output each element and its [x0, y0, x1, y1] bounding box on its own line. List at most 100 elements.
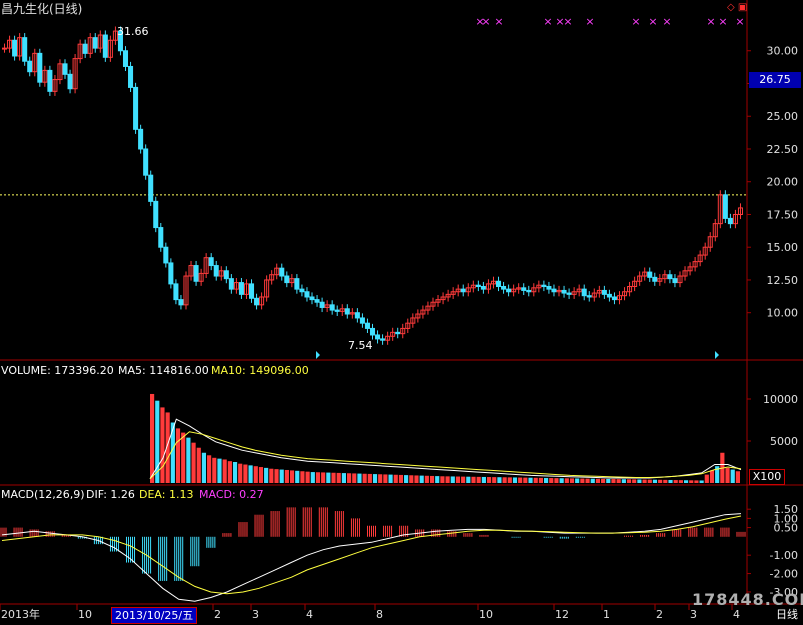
candle-body	[12, 39, 18, 57]
candle-body	[657, 278, 663, 282]
candle-body	[249, 283, 255, 299]
signal-marker: ×	[555, 15, 564, 28]
macd-tick-label: 0.50	[774, 522, 799, 535]
volume-bar	[658, 479, 663, 483]
volume-bar	[709, 470, 715, 483]
volume-bar	[481, 476, 486, 483]
volume-bar	[735, 471, 740, 483]
volume-bar	[476, 476, 481, 483]
signal-marker: ×	[494, 15, 503, 28]
candle-body	[697, 254, 703, 263]
ma10-label: MA10: 149096.00	[211, 364, 309, 377]
candle-body	[541, 284, 547, 288]
volume-tick-label: 5000	[770, 435, 798, 448]
price-tick-label: 20.00	[767, 176, 799, 189]
candle-body	[627, 286, 633, 293]
diamond-icon[interactable]: ◇	[727, 2, 735, 13]
candle-body	[385, 335, 391, 341]
candle-body	[390, 331, 396, 337]
candle-body	[672, 278, 678, 284]
candle-body	[400, 327, 406, 335]
candle-body	[717, 194, 723, 225]
window-icon[interactable]: ▣	[737, 2, 748, 13]
candle-body	[546, 286, 552, 290]
candle-body	[455, 288, 461, 293]
dea-line	[1, 515, 742, 595]
volume-bar	[715, 466, 720, 483]
candle-body	[228, 278, 234, 290]
dea-label: DEA: 1.13	[139, 488, 194, 501]
candle-body	[324, 304, 330, 308]
candle-body	[17, 37, 23, 57]
volume-label: VOLUME: 173396.20	[1, 364, 114, 377]
candle-body	[511, 288, 517, 293]
candle-body	[354, 312, 360, 319]
volume-bar	[419, 475, 424, 483]
candle-body	[37, 52, 43, 83]
macd-tick-label: -2.00	[770, 568, 798, 581]
volume-unit-box: X100	[749, 469, 785, 485]
volume-bar	[435, 476, 440, 483]
volume-bar	[632, 479, 637, 483]
volume-bar	[699, 480, 704, 483]
chart-title: 昌九生化(日线)	[1, 2, 83, 16]
period-label[interactable]: 日线	[776, 608, 798, 621]
candle-body	[289, 278, 295, 284]
dif-label: DIF: 1.26	[86, 488, 135, 501]
candle-body	[364, 322, 370, 329]
candle-body	[445, 293, 451, 298]
volume-bar	[590, 478, 595, 483]
candle-body	[470, 284, 476, 289]
volume-bar	[461, 476, 466, 483]
candle-body	[208, 257, 214, 267]
volume-bar	[730, 469, 735, 483]
x-axis-label: 2	[656, 608, 663, 621]
volume-bar	[191, 442, 196, 483]
candle-body	[561, 289, 567, 294]
candle-body	[415, 313, 421, 319]
candle-body	[218, 270, 224, 277]
volume-tick-label: 10000	[763, 393, 798, 406]
candle-body	[682, 270, 688, 277]
candle-body	[299, 288, 305, 293]
volume-bar	[367, 473, 372, 483]
candle-body	[395, 331, 401, 335]
volume-bar	[523, 477, 528, 483]
volume-bar	[455, 476, 461, 483]
price-tick-label: 22.50	[767, 143, 799, 156]
candle-body	[727, 217, 733, 225]
volume-bar	[450, 476, 455, 483]
candle-body	[536, 284, 542, 289]
volume-bar	[248, 465, 253, 483]
signal-marker: ×	[543, 15, 552, 28]
volume-bar	[678, 480, 683, 483]
candle-body	[647, 271, 653, 278]
candle-body	[410, 317, 416, 324]
candle-body	[279, 267, 285, 277]
candle-body	[677, 275, 683, 284]
candle-body	[128, 65, 134, 88]
volume-bar	[341, 473, 346, 483]
candle-body	[430, 301, 436, 307]
x-axis-label: 2013年	[1, 607, 40, 621]
volume-bar	[663, 479, 668, 483]
volume-bar	[689, 480, 694, 483]
volume-bar	[232, 462, 238, 483]
toolbar-icons[interactable]: ◇ ▣	[727, 2, 747, 14]
x-axis-label: 1	[603, 608, 610, 621]
volume-bar	[569, 478, 575, 483]
volume-bar	[175, 428, 181, 483]
candle-body	[642, 271, 648, 277]
volume-bar	[528, 477, 533, 483]
price-tick-label: 12.50	[767, 274, 799, 287]
candle-body	[501, 286, 507, 290]
candle-body	[732, 213, 738, 225]
candle-body	[596, 289, 602, 294]
candle-body	[77, 43, 83, 60]
cursor-marker	[715, 351, 719, 359]
current-price-label: 26.75	[749, 72, 801, 88]
volume-bar	[165, 412, 170, 483]
candle-body	[62, 63, 68, 75]
candle-body	[138, 128, 144, 150]
